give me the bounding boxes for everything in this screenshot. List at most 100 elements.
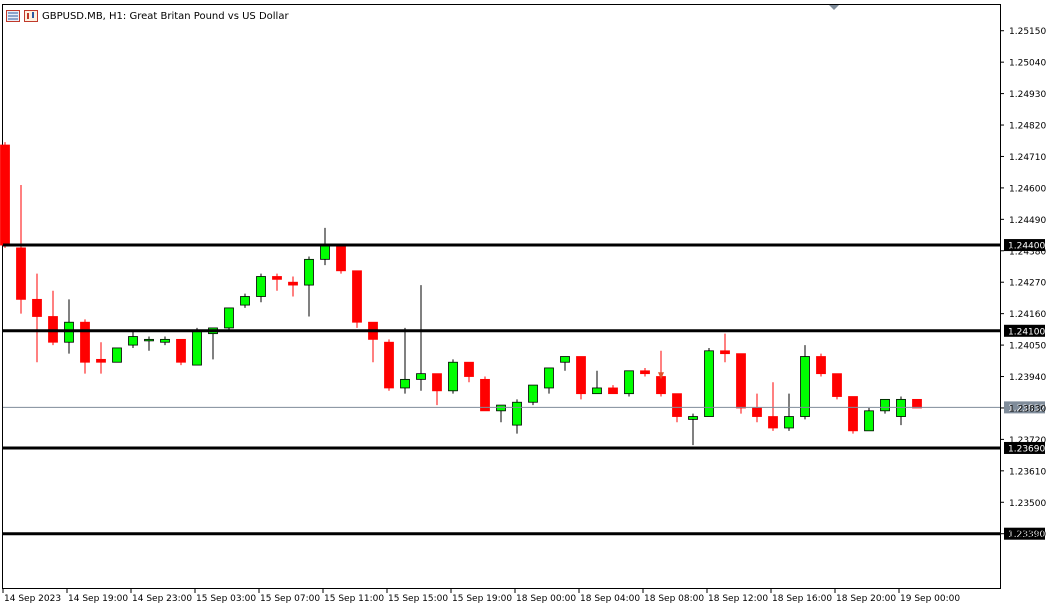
level-price-label: 1.23690 [1008,444,1045,454]
candle[interactable] [480,376,490,412]
candle[interactable] [0,142,10,248]
candle-body [848,396,858,432]
candle[interactable] [32,273,42,363]
candle[interactable] [560,356,570,371]
candle-body [256,276,266,297]
candle[interactable] [16,185,26,314]
candle[interactable] [768,382,778,431]
y-tick-label: 1.23610 [1009,467,1046,477]
candle[interactable] [336,244,346,274]
candle-body [784,416,794,429]
x-tick-label: 18 Sep 16:00 [772,594,832,604]
y-tick-label: 1.24380 [1009,247,1046,257]
bid-price-label: 1.23832 [1008,404,1045,414]
x-tick-label: 18 Sep 00:00 [516,594,576,604]
candle[interactable] [848,396,858,434]
y-tick-label: 1.24050 [1009,342,1046,352]
candle[interactable] [624,370,634,397]
candle[interactable] [464,361,474,383]
candle[interactable] [416,285,426,391]
candle-body [224,307,234,329]
candle[interactable] [880,398,890,414]
candle[interactable] [288,276,298,297]
x-tick-label: 18 Sep 20:00 [836,594,896,604]
candle-body [592,387,602,395]
y-tick-label: 1.23390 [1009,530,1046,540]
candle-body [688,416,698,420]
candle[interactable] [192,327,202,366]
candle[interactable] [608,385,618,395]
candle[interactable] [752,393,762,423]
candle[interactable] [256,273,266,303]
candle[interactable] [864,407,874,432]
candle[interactable] [176,338,186,366]
x-tick-label: 18 Sep 04:00 [580,594,640,604]
x-tick-label: 14 Sep 19:00 [68,594,128,604]
candle[interactable] [48,290,58,346]
candle[interactable] [832,373,842,400]
candle[interactable] [96,342,106,374]
candle[interactable] [304,256,314,317]
candle[interactable] [512,399,522,434]
candle[interactable] [688,413,698,446]
candle[interactable] [240,293,250,308]
candle[interactable] [400,327,410,394]
candle-body [352,270,362,323]
candle[interactable] [640,367,650,377]
candle[interactable] [64,299,74,354]
candle-body [576,356,586,395]
candle[interactable] [720,333,730,363]
candle[interactable] [368,321,378,363]
chart-shift-marker[interactable] [829,5,839,10]
candle-body [336,244,346,272]
candle[interactable] [208,327,218,360]
candle[interactable] [736,353,746,414]
candle[interactable] [160,336,170,346]
candle[interactable] [544,367,554,394]
candle[interactable] [432,373,442,406]
candle[interactable] [272,273,282,291]
candle-body [912,398,922,409]
chart-title-bar: GBPUSD.MB, H1: Great Britan Pound vs US … [6,8,289,24]
candle[interactable] [912,398,922,409]
candle-body [608,387,618,395]
candle-body [304,258,314,286]
candle[interactable] [224,307,234,331]
candle-body [672,393,682,417]
candle[interactable] [384,339,394,391]
candle[interactable] [352,270,362,328]
candle[interactable] [704,347,714,417]
candle[interactable] [448,359,458,394]
candle-body [80,321,90,363]
symbol-title: GBPUSD.MB, H1: Great Britan Pound vs US … [42,10,289,22]
candle-body [400,378,410,389]
x-tick-label: 14 Sep 23:00 [132,594,192,604]
chart-list-icon[interactable] [6,10,20,22]
candle[interactable] [896,396,906,426]
candle[interactable] [144,336,154,351]
candle[interactable] [576,356,586,400]
candle[interactable] [800,345,810,420]
candle[interactable] [672,393,682,423]
candle-body [496,404,506,412]
trade-arrow-icon[interactable] [658,372,664,380]
candle-body [528,384,538,403]
candle-body [704,350,714,417]
candle[interactable] [816,353,826,377]
candle[interactable] [80,319,90,374]
candle[interactable] [112,347,122,363]
candle[interactable] [784,393,794,431]
candle[interactable] [128,330,138,348]
y-tick-label: 1.23830 [1009,404,1046,414]
candle-body [384,341,394,389]
chart-type-icon[interactable] [24,10,38,22]
level-price-label: 1.24400 [1008,242,1045,252]
candle-body [640,370,650,375]
y-tick-label: 1.24490 [1009,216,1046,226]
candle[interactable] [528,384,538,406]
candle[interactable] [496,404,506,423]
candle-body [624,370,634,395]
candle[interactable] [592,370,602,395]
